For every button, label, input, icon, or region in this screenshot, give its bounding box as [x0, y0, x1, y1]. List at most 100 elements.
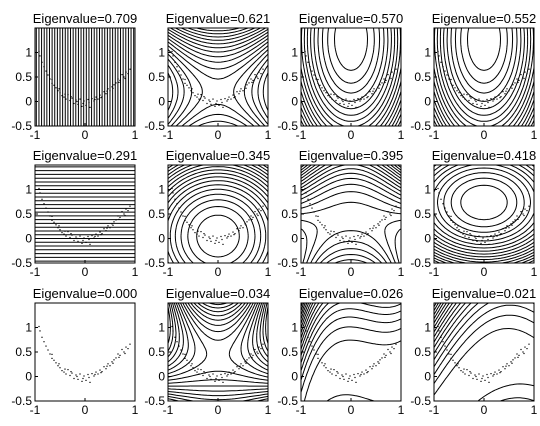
x-tick-label: 1	[265, 128, 272, 142]
data-point	[121, 348, 123, 351]
data-point	[83, 100, 85, 102]
data-point	[222, 106, 224, 108]
contour-line	[168, 34, 268, 58]
data-point	[325, 229, 327, 231]
data-point	[347, 242, 349, 244]
data-point	[188, 224, 190, 226]
data-point	[339, 102, 341, 105]
data-point	[224, 98, 226, 100]
contour-line	[434, 328, 534, 401]
data-point	[226, 237, 228, 239]
data-point	[212, 373, 214, 375]
contour-line	[434, 303, 479, 360]
plot-frame	[34, 302, 136, 402]
data-point	[57, 227, 59, 229]
contour-line	[303, 339, 401, 401]
data-point	[341, 374, 343, 376]
contour-line	[301, 303, 310, 324]
data-point	[325, 92, 327, 94]
data-point	[45, 345, 47, 347]
data-point	[323, 365, 325, 367]
data-point	[478, 98, 480, 100]
panel-4: Eigenvalue=0.552 -1 0 1 -0.5 0 0.5 1	[410, 11, 537, 142]
data-point	[323, 227, 325, 229]
data-point	[41, 336, 43, 338]
data-point	[500, 233, 502, 235]
data-point	[520, 211, 522, 213]
data-point	[506, 225, 508, 227]
data-point	[190, 365, 192, 367]
data-point	[444, 207, 446, 209]
data-point	[240, 225, 242, 227]
data-point	[391, 346, 393, 348]
data-point	[178, 207, 180, 209]
data-point	[55, 362, 57, 364]
data-points	[171, 187, 264, 245]
data-point	[230, 235, 232, 237]
data-point	[469, 233, 471, 235]
data-point	[522, 76, 524, 78]
data-point	[438, 55, 440, 57]
y-tick-label: 0	[25, 370, 32, 384]
data-point	[82, 102, 84, 105]
data-point	[361, 233, 363, 235]
data-point	[353, 98, 355, 101]
data-point	[91, 235, 93, 237]
contour-line	[168, 28, 268, 49]
contour-line	[301, 165, 401, 171]
x-tick-label: -1	[296, 403, 307, 417]
contour-line	[327, 28, 375, 84]
plot-frame	[167, 302, 269, 402]
contour-line	[301, 303, 317, 339]
contour-line	[168, 45, 268, 126]
data-point	[514, 357, 516, 359]
data-point	[330, 230, 332, 232]
contour-line	[168, 303, 268, 371]
data-point	[101, 233, 103, 235]
data-point	[369, 91, 371, 93]
data-point	[317, 215, 319, 217]
data-point	[125, 208, 127, 210]
data-point	[172, 55, 174, 57]
data-point	[505, 365, 507, 367]
contour-line	[301, 165, 401, 182]
data-point	[64, 368, 66, 370]
plot-frame	[300, 302, 402, 402]
data-point	[466, 231, 468, 233]
y-tick-label: 1	[158, 46, 165, 60]
data-point	[438, 330, 440, 332]
data-point	[69, 374, 71, 377]
data-point	[335, 236, 337, 239]
contour-line	[168, 165, 268, 176]
data-point	[373, 363, 375, 365]
data-point	[460, 370, 462, 372]
data-point	[335, 374, 337, 377]
data-point	[109, 365, 111, 367]
data-point	[504, 93, 506, 95]
data-point	[87, 98, 89, 101]
data-point	[105, 93, 107, 95]
data-point	[238, 368, 240, 370]
contour-line	[434, 165, 534, 252]
data-point	[329, 233, 331, 235]
data-point	[118, 218, 120, 220]
panel-6: Eigenvalue=0.345 -1 0 1 -0.5 0 0.5 1	[144, 148, 271, 279]
contour-line	[169, 188, 267, 263]
panel-title: Eigenvalue=0.291	[33, 148, 137, 163]
data-point	[79, 235, 81, 237]
data-point	[191, 363, 193, 365]
data-point	[210, 378, 212, 380]
data-point	[336, 96, 338, 98]
data-point	[440, 61, 442, 63]
data-point	[381, 357, 383, 359]
data-point	[239, 90, 241, 92]
data-point	[224, 373, 226, 375]
contour-line	[168, 303, 268, 401]
data-point	[240, 363, 242, 365]
data-point	[321, 224, 323, 226]
y-tick-label: 1	[291, 46, 298, 60]
x-tick-label: 1	[132, 265, 139, 279]
panel-title: Eigenvalue=0.621	[166, 11, 270, 26]
data-point	[367, 371, 369, 373]
data-point	[337, 372, 339, 374]
